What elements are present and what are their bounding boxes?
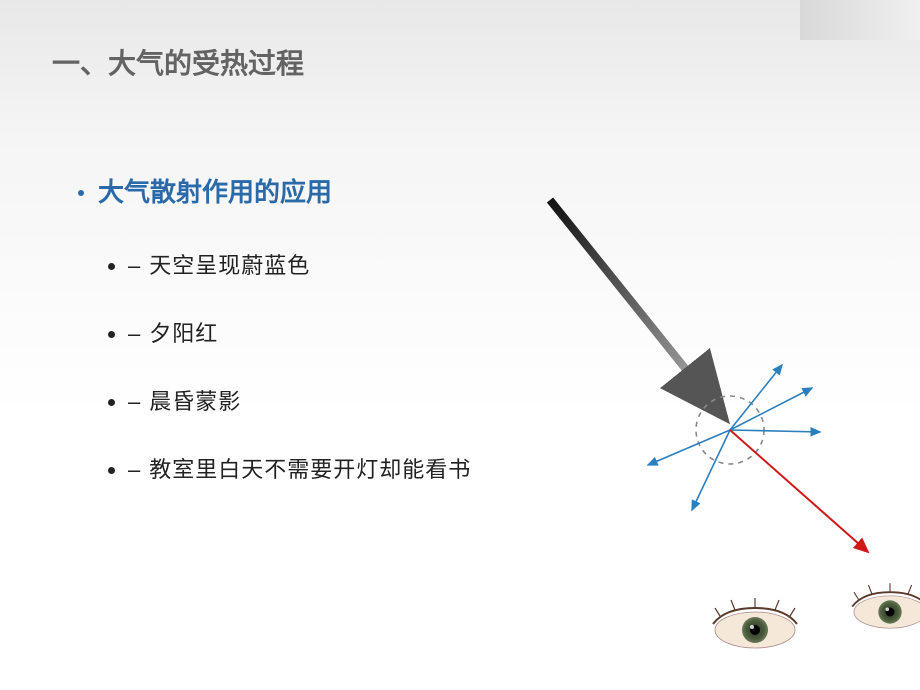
dash-icon: –: [128, 321, 141, 346]
list-item-text: 教室里白天不需要开灯却能看书: [149, 457, 471, 482]
slide-subtitle: 大气散射作用的应用: [78, 172, 332, 209]
list-item-text: 夕阳红: [149, 321, 218, 346]
scatter-arrows: [648, 365, 820, 510]
corner-decoration: [800, 0, 920, 40]
list-item: –教室里白天不需要开灯却能看书: [128, 452, 471, 484]
list-item-text: 晨昏蒙影: [149, 389, 241, 414]
subtitle-text: 大气散射作用的应用: [98, 177, 332, 207]
scattering-diagram: [430, 170, 920, 690]
bullet-icon: [78, 190, 84, 196]
list-item: –天空呈现蔚蓝色: [128, 248, 471, 280]
dash-icon: –: [128, 457, 141, 482]
list-item-text: 天空呈现蔚蓝色: [149, 253, 310, 278]
eye-icon: [852, 583, 920, 628]
bullet-list: –天空呈现蔚蓝色 –夕阳红 –晨昏蒙影 –教室里白天不需要开灯却能看书: [128, 248, 471, 520]
dash-icon: –: [128, 389, 141, 414]
list-item: –夕阳红: [128, 316, 471, 348]
red-ray: [730, 430, 868, 552]
incoming-ray: [550, 200, 725, 418]
eye-icon: [713, 598, 797, 648]
slide-title: 一、大气的受热过程: [52, 42, 304, 82]
list-item: –晨昏蒙影: [128, 384, 471, 416]
dash-icon: –: [128, 253, 141, 278]
